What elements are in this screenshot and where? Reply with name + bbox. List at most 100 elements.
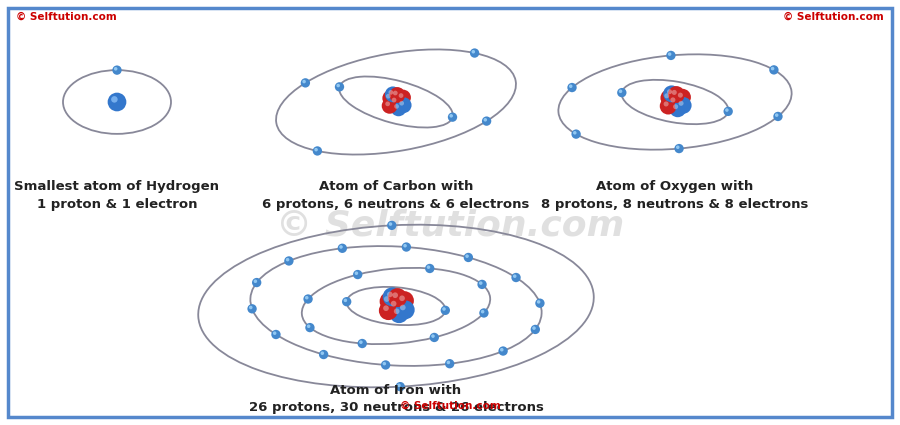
Circle shape: [441, 306, 450, 315]
Circle shape: [429, 333, 439, 342]
Circle shape: [286, 258, 290, 261]
Text: 1 proton & 1 electron: 1 proton & 1 electron: [37, 198, 197, 210]
Circle shape: [394, 104, 399, 109]
Circle shape: [472, 50, 475, 54]
Circle shape: [254, 280, 257, 283]
Circle shape: [773, 112, 783, 121]
Circle shape: [675, 97, 691, 114]
Circle shape: [382, 98, 398, 114]
Circle shape: [725, 108, 729, 112]
Circle shape: [389, 222, 392, 226]
Circle shape: [302, 80, 306, 83]
Circle shape: [386, 94, 391, 99]
Circle shape: [353, 270, 363, 279]
Circle shape: [470, 48, 480, 58]
Circle shape: [385, 86, 400, 102]
Circle shape: [661, 90, 678, 106]
Circle shape: [382, 362, 386, 366]
Circle shape: [671, 90, 677, 95]
Circle shape: [536, 300, 540, 304]
Circle shape: [674, 144, 684, 153]
Circle shape: [465, 255, 469, 258]
Circle shape: [445, 359, 455, 368]
Circle shape: [307, 325, 310, 328]
Circle shape: [668, 86, 685, 103]
Circle shape: [400, 101, 404, 105]
Circle shape: [391, 100, 407, 116]
Circle shape: [395, 90, 411, 105]
Circle shape: [112, 65, 122, 75]
Text: © Selftution.com: © Selftution.com: [783, 12, 884, 22]
Circle shape: [114, 67, 118, 71]
Circle shape: [400, 295, 405, 301]
Circle shape: [248, 304, 256, 314]
Circle shape: [536, 298, 544, 308]
Circle shape: [573, 131, 577, 135]
Circle shape: [379, 301, 398, 320]
Circle shape: [252, 278, 261, 287]
Circle shape: [400, 305, 406, 310]
Circle shape: [301, 78, 310, 88]
Text: 26 protons, 30 neutrons & 26 electrons: 26 protons, 30 neutrons & 26 electrons: [248, 402, 544, 414]
Circle shape: [387, 221, 396, 230]
Circle shape: [427, 265, 430, 269]
Circle shape: [670, 100, 686, 117]
Circle shape: [357, 339, 367, 348]
Circle shape: [480, 308, 489, 317]
Circle shape: [390, 87, 405, 103]
Circle shape: [387, 292, 392, 297]
Circle shape: [499, 346, 508, 356]
Circle shape: [389, 90, 393, 95]
Circle shape: [383, 306, 389, 311]
Circle shape: [399, 93, 403, 98]
Circle shape: [500, 348, 504, 351]
Circle shape: [483, 118, 487, 122]
Circle shape: [335, 82, 344, 91]
Circle shape: [338, 244, 347, 253]
Circle shape: [448, 113, 457, 122]
Circle shape: [312, 146, 322, 156]
Circle shape: [660, 98, 677, 114]
Circle shape: [355, 272, 358, 275]
Circle shape: [511, 273, 521, 282]
Text: 8 protons, 8 neutrons & 8 electrons: 8 protons, 8 neutrons & 8 electrons: [541, 198, 809, 210]
Text: © Selftution.com: © Selftution.com: [16, 12, 117, 22]
Circle shape: [479, 281, 482, 285]
Circle shape: [344, 299, 347, 302]
Circle shape: [679, 101, 684, 106]
Circle shape: [342, 297, 351, 306]
Circle shape: [442, 307, 446, 311]
Circle shape: [673, 104, 678, 109]
Circle shape: [271, 330, 281, 339]
Circle shape: [359, 340, 363, 344]
Circle shape: [314, 148, 318, 151]
Circle shape: [482, 116, 491, 126]
Circle shape: [481, 310, 484, 314]
Circle shape: [320, 351, 324, 355]
Circle shape: [385, 102, 390, 106]
Circle shape: [397, 383, 400, 387]
Circle shape: [395, 291, 414, 310]
Circle shape: [337, 84, 340, 87]
Circle shape: [403, 244, 407, 247]
Circle shape: [531, 325, 540, 334]
Circle shape: [666, 51, 676, 60]
Circle shape: [388, 288, 407, 307]
Circle shape: [425, 264, 435, 273]
Circle shape: [449, 114, 453, 118]
Text: 6 protons, 6 neutrons & 6 electrons: 6 protons, 6 neutrons & 6 electrons: [262, 198, 530, 210]
Circle shape: [446, 361, 450, 364]
Circle shape: [392, 292, 398, 298]
Circle shape: [664, 93, 670, 98]
Circle shape: [111, 96, 118, 103]
Circle shape: [273, 332, 276, 335]
Circle shape: [770, 65, 778, 74]
Circle shape: [674, 89, 691, 106]
Circle shape: [431, 334, 435, 338]
Circle shape: [401, 242, 411, 252]
Circle shape: [392, 98, 396, 102]
Circle shape: [667, 94, 683, 110]
Circle shape: [249, 306, 253, 309]
Circle shape: [569, 85, 572, 88]
Circle shape: [770, 67, 774, 71]
